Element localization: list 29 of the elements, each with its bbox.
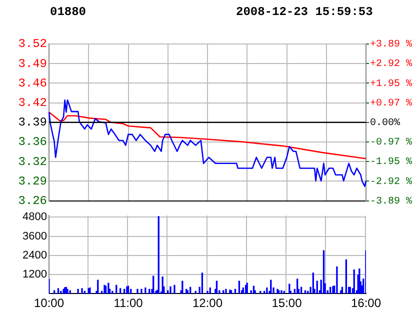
y-tick-label: 3.26 [18, 194, 47, 208]
y-tick-label: 3600 [22, 230, 47, 242]
x-tick-label: 11:00 [114, 296, 144, 310]
y-tick-label: 3.46 [18, 76, 47, 90]
y-tick-label: 3.49 [18, 56, 47, 71]
y-tick-label: 3.29 [18, 174, 47, 188]
y2-tick-label: -0.97 % [370, 138, 412, 149]
y-tick-label: 1200 [22, 268, 47, 281]
chart-title: 01880 [50, 5, 86, 19]
x-tick-label: 16:00 [350, 296, 382, 310]
y2-tick-label: +2.92 % [370, 59, 412, 70]
y-tick-label: 3.32 [18, 154, 47, 169]
x-tick-label: 12:00 [192, 296, 223, 310]
y-tick-label: 3.36 [18, 135, 47, 150]
y-tick-label: 3.52 [18, 37, 47, 52]
y2-tick-label: -1.95 % [370, 157, 412, 168]
y2-tick-label: +3.89 % [370, 40, 412, 51]
y-tick-label: 3.39 [18, 116, 47, 130]
y-tick-label: 3.42 [18, 96, 47, 110]
x-tick-label: 15:00 [272, 296, 302, 310]
y2-tick-label: +1.95 % [370, 78, 412, 90]
y2-tick-label: +0.97 % [370, 98, 412, 110]
y-tick-label: 2400 [22, 249, 47, 262]
y-tick-label: 4800 [22, 211, 47, 224]
x-tick-label: 10:00 [34, 296, 64, 310]
y2-tick-label: -2.92 % [370, 176, 412, 188]
y2-tick-label: 0.00% [370, 118, 400, 130]
y2-tick-label: -3.89 % [370, 196, 412, 208]
chart-subtitle: 2008-12-23 15:59:53 [236, 5, 373, 19]
